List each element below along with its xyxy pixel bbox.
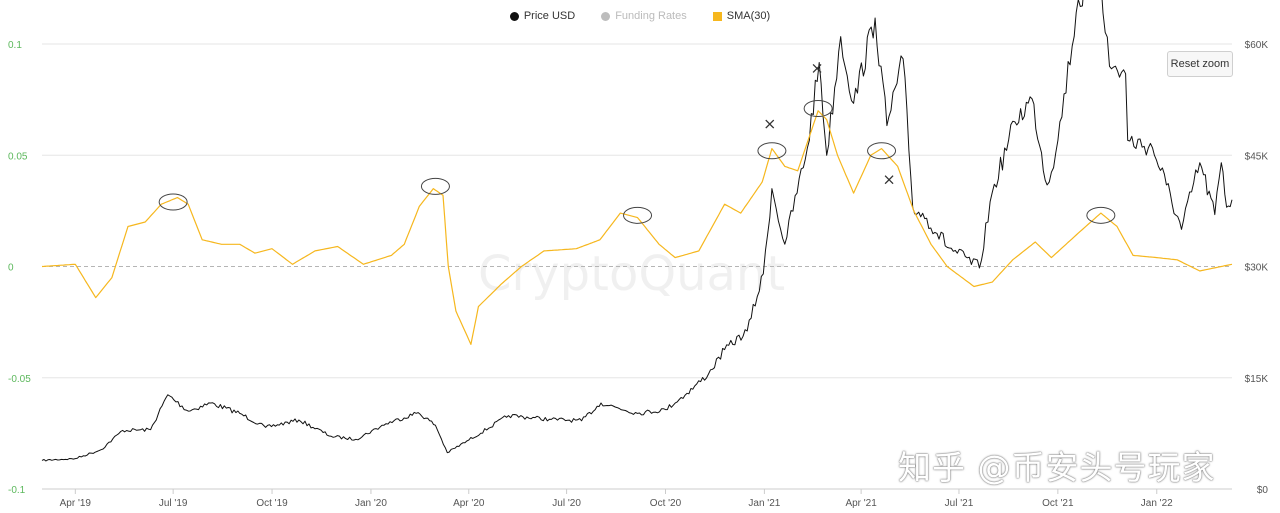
series-line-sma bbox=[41, 110, 1233, 345]
legend-item-price[interactable]: Price USD bbox=[509, 10, 576, 22]
annotation-cross-icon bbox=[884, 175, 894, 185]
x-tick-label: Jan '21 bbox=[748, 498, 780, 509]
funding-legend-dot-icon bbox=[601, 11, 611, 21]
y-right-tick-label: $60K bbox=[1245, 40, 1269, 51]
annotations-group bbox=[158, 64, 1116, 224]
y-left-tick-label: 0 bbox=[8, 263, 14, 274]
annotation-circle bbox=[803, 100, 833, 118]
y-right-tick-label: $45K bbox=[1245, 151, 1269, 162]
legend-item-sma[interactable]: SMA(30) bbox=[712, 10, 771, 22]
y-axis-left: 0.1 0.05 0 -0.05 -0.1 bbox=[8, 40, 31, 496]
y-left-tick-label: 0.05 bbox=[8, 151, 28, 162]
x-axis: Apr '19 Jul '19 Oct '19 Jan '20 Apr '20 Jul '… bbox=[42, 488, 1232, 509]
annotation-circle bbox=[757, 142, 787, 160]
x-tick-label: Jan '22 bbox=[1141, 498, 1173, 509]
brand-watermark: CryptoQuant bbox=[478, 246, 786, 302]
x-tick-label: Jul '19 bbox=[159, 498, 188, 509]
legend: Price USD Funding Rates SMA(30) bbox=[0, 10, 1280, 22]
legend-label-price: Price USD bbox=[523, 10, 576, 22]
annotation-cross-icon bbox=[812, 64, 822, 73]
y-right-tick-label: $30K bbox=[1245, 263, 1269, 274]
y-left-tick-label: 0.1 bbox=[8, 40, 22, 51]
y-axis-right: $60K $45K $30K $15K $0 bbox=[1245, 40, 1269, 496]
price-legend-dot-icon bbox=[509, 11, 519, 21]
x-tick-label: Oct '20 bbox=[650, 498, 682, 509]
x-tick-label: Apr '19 bbox=[60, 498, 92, 509]
annotation-circle bbox=[623, 206, 653, 224]
annotation-circle bbox=[420, 177, 450, 195]
legend-item-funding[interactable]: Funding Rates bbox=[601, 10, 687, 22]
site-watermark: 知乎 @币安头号玩家 bbox=[898, 448, 1216, 487]
annotation-circle bbox=[867, 142, 897, 160]
x-tick-label: Apr '21 bbox=[845, 498, 877, 509]
legend-label-sma: SMA(30) bbox=[726, 10, 771, 22]
series-line-price bbox=[41, 0, 1233, 462]
y-left-tick-label: -0.1 bbox=[8, 485, 26, 496]
x-tick-label: Oct '19 bbox=[256, 498, 288, 509]
y-left-tick-label: -0.05 bbox=[8, 374, 31, 385]
grid-lines bbox=[42, 43, 1232, 490]
x-tick-label: Jan '20 bbox=[355, 498, 387, 509]
annotation-circle bbox=[1086, 206, 1116, 224]
x-tick-label: Oct '21 bbox=[1042, 498, 1074, 509]
annotation-circle bbox=[158, 193, 188, 211]
legend-label-funding: Funding Rates bbox=[615, 10, 687, 22]
y-right-tick-label: $0 bbox=[1257, 485, 1269, 496]
reset-zoom-button[interactable]: Reset zoom bbox=[1167, 51, 1233, 77]
x-tick-label: Jul '20 bbox=[552, 498, 581, 509]
x-tick-label: Jul '21 bbox=[945, 498, 974, 509]
sma-legend-square-icon bbox=[712, 11, 722, 21]
annotation-cross-icon bbox=[765, 119, 775, 129]
x-tick-label: Apr '20 bbox=[453, 498, 485, 509]
y-right-tick-label: $15K bbox=[1245, 374, 1269, 385]
series-group bbox=[41, 0, 1233, 462]
